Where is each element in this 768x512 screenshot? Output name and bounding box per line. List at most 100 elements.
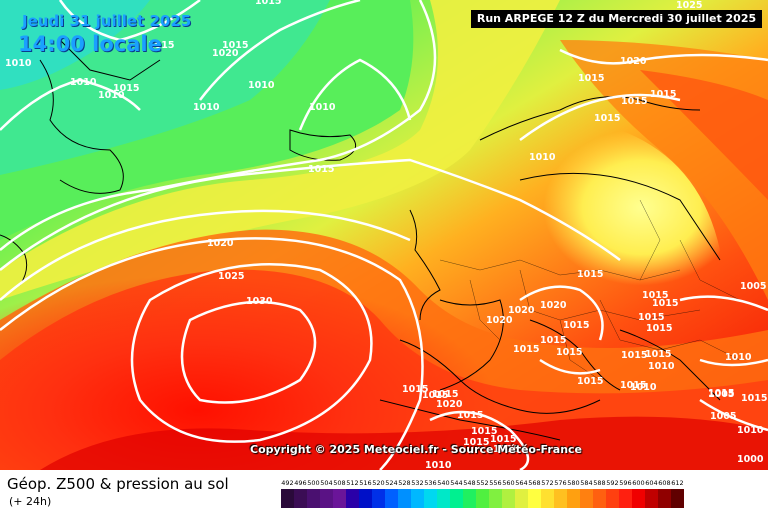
isobar-label: 1015 [652, 298, 678, 309]
scale-swatch [619, 489, 632, 508]
scale-value-label: 508 [333, 479, 346, 487]
scale-value-label: 568 [528, 479, 541, 487]
scale-value-label: 556 [489, 479, 502, 487]
geopotential-field: 1015 1015 1010 1015 1020 1010 1015 1010 … [0, 0, 768, 470]
isobar-label: 1015 [556, 347, 582, 358]
scale-value-label: 520 [372, 479, 385, 487]
isobar-label: 1015 [148, 40, 174, 51]
isobar-label: 1015 [463, 437, 489, 448]
isobar-label: 1025 [218, 271, 244, 282]
isobar-label: 1010 [630, 382, 657, 393]
isobar-label: 1015 [308, 164, 334, 175]
scale-value-label: 536 [424, 479, 437, 487]
parameter-title: Géop. Z500 & pression au sol [7, 475, 229, 493]
isobar-label: 1025 [676, 0, 702, 11]
scale-swatch [671, 489, 684, 508]
scale-swatch [372, 489, 385, 508]
scale-value-label: 544 [450, 479, 463, 487]
isobar-label: 1010 [70, 77, 97, 88]
valid-time: 14:00 locale [18, 32, 162, 56]
scale-value-label: 564 [515, 479, 528, 487]
scale-value-label: 528 [398, 479, 411, 487]
isobar-label: 1015 [457, 410, 483, 421]
isobar-label: 1010 [648, 361, 675, 372]
isobar-label: 1015 [642, 290, 668, 301]
isobars [0, 0, 768, 470]
isobar-label: 1015 [563, 320, 589, 331]
scale-swatch [294, 489, 307, 508]
scale-swatch [463, 489, 476, 508]
isobar-label: 1005 [708, 389, 734, 400]
scale-swatch [554, 489, 567, 508]
isobar-label: 1015 [645, 349, 671, 360]
scale-swatch [281, 489, 294, 508]
scale-value-label: 560 [502, 479, 515, 487]
isobar-label: 1015 [638, 312, 664, 323]
scale-value-label: 504 [320, 479, 333, 487]
run-info: Run ARPEGE 12 Z du Mercredi 30 juillet 2… [471, 10, 762, 28]
scale-value-label: 600 [632, 479, 645, 487]
isobar-label: 1015 [577, 269, 603, 280]
copyright: Copyright © 2025 Meteociel.fr - Source M… [250, 443, 583, 456]
isobar-label: 1015 [578, 73, 604, 84]
color-scale-labels: 492 496 500 504 508 512 516 520 524 528 532 536 540 5… [281, 479, 684, 488]
scale-value-label: 532 [411, 479, 424, 487]
scale-value-label: 512 [346, 479, 359, 487]
isobar-label: 1020 [540, 300, 567, 311]
isobar-label: 1020 [212, 48, 239, 59]
isobar-label: 1015 [577, 376, 603, 387]
scale-swatch [411, 489, 424, 508]
scale-swatch [658, 489, 671, 508]
isobar-label: 1015 [471, 426, 497, 437]
scale-swatch [606, 489, 619, 508]
isobar-label: 1000 [737, 454, 764, 465]
isobar-label: 1015 [741, 393, 767, 404]
scale-swatch [346, 489, 359, 508]
isobar-label: 1005 [710, 411, 736, 422]
scale-swatch [424, 489, 437, 508]
isobar-label: 1015 [540, 335, 566, 346]
scale-swatch [385, 489, 398, 508]
scale-value-label: 584 [580, 479, 593, 487]
scale-swatch [567, 489, 580, 508]
isobar-label: 1015 [402, 384, 428, 395]
scale-swatch [632, 489, 645, 508]
scale-value-label: 540 [437, 479, 450, 487]
coastlines [0, 39, 721, 441]
weather-map: 1015 1015 1010 1015 1020 1010 1015 1010 … [0, 0, 768, 470]
scale-value-label: 608 [658, 479, 671, 487]
isobar-label: 1020 [508, 305, 535, 316]
scale-swatch [593, 489, 606, 508]
scale-swatch [541, 489, 554, 508]
scale-value-label: 604 [645, 479, 658, 487]
isobar-label: 1010 [529, 152, 556, 163]
isobar-label: 1015 [222, 40, 248, 51]
scale-value-label: 576 [554, 479, 567, 487]
isobar-labels: 1015 1015 1010 1015 1020 1010 1015 1010 … [5, 0, 767, 470]
isobar-label: 1015 [708, 388, 734, 399]
scale-swatch [502, 489, 515, 508]
scale-swatch [580, 489, 593, 508]
scale-value-label: 592 [606, 479, 619, 487]
scale-swatch [489, 489, 502, 508]
isobar-label: 1020 [620, 56, 647, 67]
isobar-label: 1015 [594, 113, 620, 124]
isobar-label: 1010 [725, 352, 752, 363]
isobar-label: 1015 [255, 0, 281, 7]
scale-value-label: 596 [619, 479, 632, 487]
scale-value-label: 572 [541, 479, 554, 487]
scale-value-label: 612 [671, 479, 684, 487]
isobar-label: 1010 [5, 58, 32, 69]
scale-swatch [333, 489, 346, 508]
scale-value-label: 552 [476, 479, 489, 487]
isobar-label: 1020 [486, 315, 513, 326]
scale-swatch [645, 489, 658, 508]
isobar-label: 1010 [193, 102, 220, 113]
isobar-label: 1015 [621, 350, 647, 361]
isobar-label: 1015 [620, 380, 646, 391]
isobar-label: 1015 [513, 344, 539, 355]
isobar-label: 1015 [621, 96, 647, 107]
forecast-offset: (+ 24h) [9, 495, 52, 508]
legend-footer: Géop. Z500 & pression au sol (+ 24h) 492… [0, 470, 768, 512]
isobar-label: 1020 [436, 399, 463, 410]
